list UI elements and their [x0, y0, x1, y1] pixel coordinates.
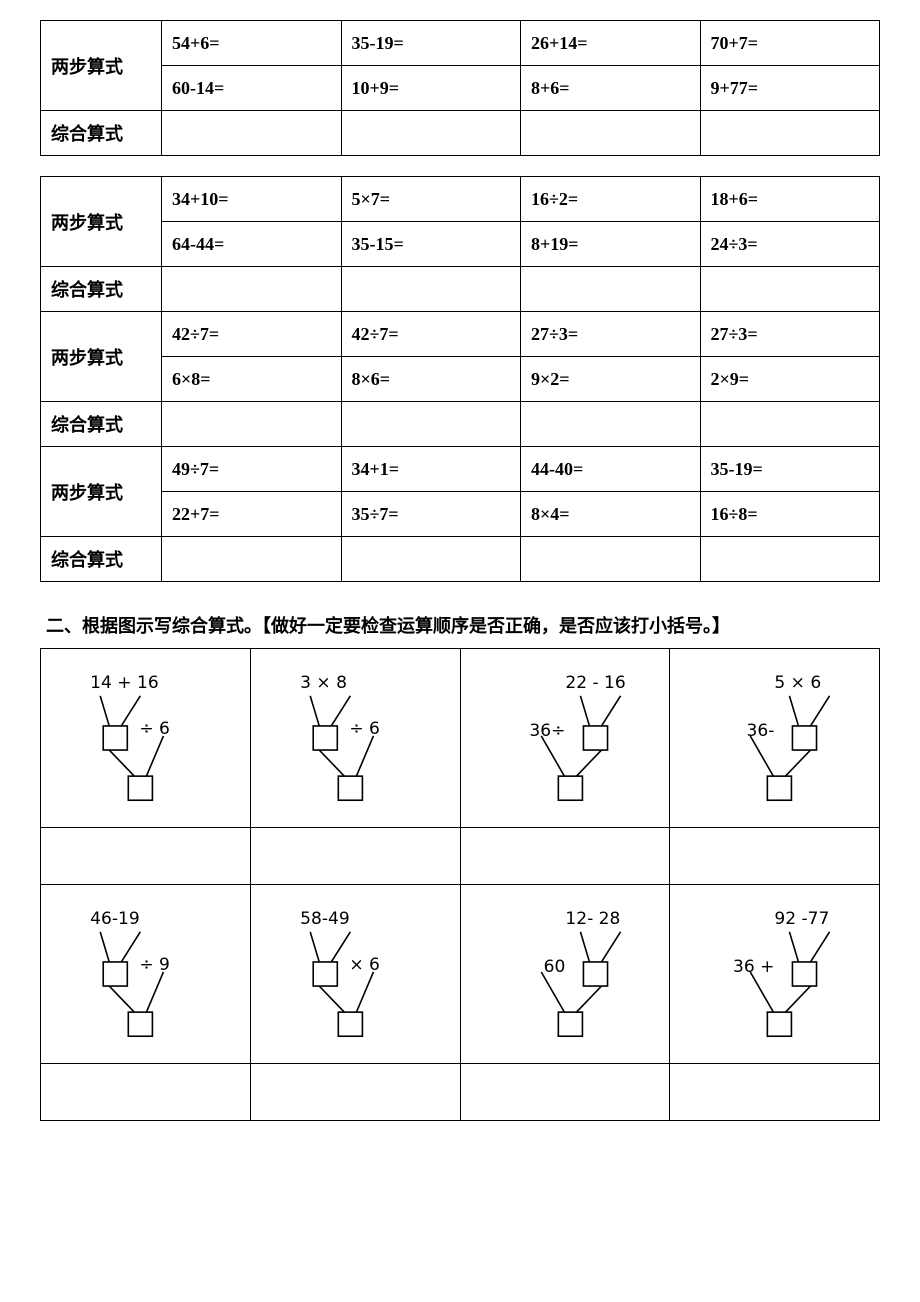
blank-cell — [521, 537, 701, 582]
svg-text:58-49: 58-49 — [300, 909, 350, 929]
math-cell: 34+10= — [162, 177, 342, 222]
blank-cell — [341, 267, 521, 312]
blank-cell — [700, 537, 880, 582]
math-cell: 26+14= — [521, 21, 701, 66]
math-cell: 35÷7= — [341, 492, 521, 537]
diagram-cell: 5 × 636- — [670, 649, 880, 828]
math-cell: 34+1= — [341, 447, 521, 492]
svg-text:22 - 16: 22 - 16 — [565, 673, 625, 693]
math-cell: 27÷3= — [521, 312, 701, 357]
row-label-two-step: 两步算式 — [41, 21, 162, 111]
svg-text:36÷: 36÷ — [529, 721, 565, 741]
math-cell: 60-14= — [162, 66, 342, 111]
math-cell: 2×9= — [700, 357, 880, 402]
math-cell: 42÷7= — [162, 312, 342, 357]
math-cell: 49÷7= — [162, 447, 342, 492]
diagram-answer-cell — [41, 1064, 251, 1121]
blank-cell — [341, 402, 521, 447]
diagram-cell: 46-19 ÷ 9 — [41, 885, 251, 1064]
math-cell: 44-40= — [521, 447, 701, 492]
blank-cell — [700, 111, 880, 156]
diagram-answer-cell — [250, 828, 460, 885]
svg-text:60: 60 — [543, 957, 565, 977]
diagram-cell: 12- 28 60 — [460, 885, 670, 1064]
math-cell: 8+19= — [521, 222, 701, 267]
svg-text:÷ 6: ÷ 6 — [349, 719, 380, 739]
math-cell: 64-44= — [162, 222, 342, 267]
svg-text:14 + 16: 14 + 16 — [90, 673, 159, 693]
row-label-two-step: 两步算式 — [41, 312, 162, 402]
math-cell: 22+7= — [162, 492, 342, 537]
math-cell: 8×4= — [521, 492, 701, 537]
svg-text:3 × 8: 3 × 8 — [300, 673, 347, 693]
svg-text:÷ 6: ÷ 6 — [139, 719, 170, 739]
row-label-combined: 综合算式 — [41, 267, 162, 312]
math-cell: 54+6= — [162, 21, 342, 66]
blank-cell — [700, 267, 880, 312]
svg-text:÷ 9: ÷ 9 — [139, 955, 170, 975]
math-cell: 8×6= — [341, 357, 521, 402]
svg-text:× 6: × 6 — [349, 955, 380, 975]
row-label-two-step: 两步算式 — [41, 447, 162, 537]
two-step-table-1: 两步算式 54+6= 35-19= 26+14= 70+7= 60-14= 10… — [40, 20, 880, 156]
blank-cell — [700, 402, 880, 447]
math-cell: 27÷3= — [700, 312, 880, 357]
blank-cell — [341, 111, 521, 156]
diagram-answer-cell — [460, 1064, 670, 1121]
svg-text:12- 28: 12- 28 — [565, 909, 620, 929]
row-label-combined: 综合算式 — [41, 111, 162, 156]
svg-text:46-19: 46-19 — [90, 909, 140, 929]
blank-cell — [521, 267, 701, 312]
diagram-cell: 22 - 16 36÷ — [460, 649, 670, 828]
two-step-table-2: 两步算式 34+10= 5×7= 16÷2= 18+6= 64-44= 35-1… — [40, 176, 880, 582]
diagram-answer-cell — [460, 828, 670, 885]
diagram-cell: 3 × 8 ÷ 6 — [250, 649, 460, 828]
section-2-heading: 二、根据图示写综合算式。【做好一定要检查运算顺序是否正确，是否应该打小括号。】 — [40, 602, 880, 648]
blank-cell — [162, 267, 342, 312]
diagram-answer-cell — [250, 1064, 460, 1121]
math-cell: 9×2= — [521, 357, 701, 402]
row-label-combined: 综合算式 — [41, 402, 162, 447]
svg-text:36 +: 36 + — [733, 957, 774, 977]
blank-cell — [162, 402, 342, 447]
math-cell: 35-15= — [341, 222, 521, 267]
diagram-cell: 58-49 × 6 — [250, 885, 460, 1064]
row-label-two-step: 两步算式 — [41, 177, 162, 267]
math-cell: 35-19= — [700, 447, 880, 492]
svg-text:92 -77: 92 -77 — [775, 909, 830, 929]
diagram-answer-cell — [41, 828, 251, 885]
math-cell: 16÷8= — [700, 492, 880, 537]
blank-cell — [162, 537, 342, 582]
diagram-answer-cell — [670, 828, 880, 885]
diagram-answer-cell — [670, 1064, 880, 1121]
row-label-combined: 综合算式 — [41, 537, 162, 582]
diagram-table: 14 + 16÷ 6 3 × 8÷ 6 22 - 1636÷ 5 × 636- … — [40, 648, 880, 1121]
math-cell: 16÷2= — [521, 177, 701, 222]
math-cell: 9+77= — [700, 66, 880, 111]
math-cell: 18+6= — [700, 177, 880, 222]
math-cell: 6×8= — [162, 357, 342, 402]
svg-text:5 × 6: 5 × 6 — [775, 673, 822, 693]
blank-cell — [521, 402, 701, 447]
math-cell: 42÷7= — [341, 312, 521, 357]
math-cell: 35-19= — [341, 21, 521, 66]
math-cell: 8+6= — [521, 66, 701, 111]
blank-cell — [162, 111, 342, 156]
blank-cell — [341, 537, 521, 582]
math-cell: 5×7= — [341, 177, 521, 222]
math-cell: 24÷3= — [700, 222, 880, 267]
diagram-cell: 14 + 16 ÷ 6 — [41, 649, 251, 828]
blank-cell — [521, 111, 701, 156]
math-cell: 70+7= — [700, 21, 880, 66]
math-cell: 10+9= — [341, 66, 521, 111]
diagram-cell: 92 -77 36 + — [670, 885, 880, 1064]
